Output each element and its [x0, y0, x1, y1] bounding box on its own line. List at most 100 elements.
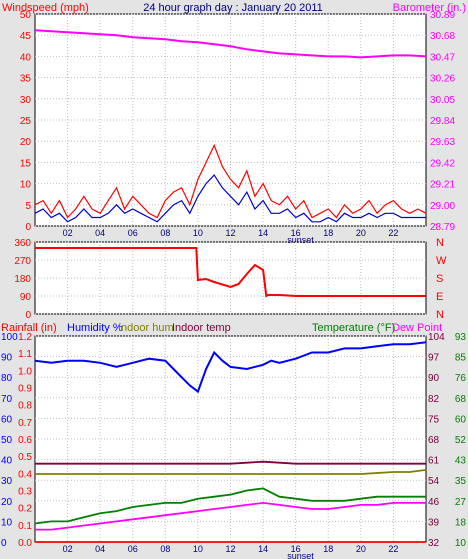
- panel1-x-tick: 20: [356, 228, 366, 238]
- series-barometer-line: [34, 29, 427, 59]
- panel3-indoor-temp-tick: 75: [428, 414, 440, 425]
- dew-point-label: Dew Point: [392, 322, 442, 334]
- panel1-x-tick: 02: [63, 228, 73, 238]
- panel3-indoor-temp-tick: 68: [428, 435, 440, 446]
- panel3-temp-tick: 60: [455, 414, 467, 425]
- panel3-x-tick: 22: [388, 544, 398, 554]
- panel1-left-tick: 40: [20, 52, 32, 63]
- panel3-temp-tick: 68: [455, 394, 467, 405]
- panel3-rain-tick: 0.3: [18, 487, 32, 498]
- panel3-temp-tick: 27: [455, 497, 467, 508]
- series-temperature-line: [34, 487, 426, 525]
- panel1-left-tick: 5: [25, 201, 31, 212]
- panel1-right-tick: 30.47: [430, 52, 455, 63]
- panel3-temp-tick: 43: [455, 456, 467, 467]
- panel3-x-tick: 16: [291, 544, 301, 554]
- panel3-indoor-temp-tick: 82: [428, 394, 440, 405]
- panel3-x-tick: 12: [225, 544, 235, 554]
- panel3-indoor-temp-tick: 54: [428, 476, 440, 487]
- panel3-temp-tick: 52: [455, 435, 467, 446]
- panel3-indoor-temp-tick: 90: [428, 373, 440, 384]
- series-indoor-temp-line: [35, 460, 426, 465]
- rainfall-label: Rainfall (in): [1, 322, 57, 334]
- panel1-right-tick: 30.05: [430, 95, 455, 106]
- panel3-humidity-tick: 50: [1, 435, 13, 446]
- panel2-compass-tick: E: [436, 291, 443, 303]
- panel1-left-tick: 0: [25, 222, 31, 233]
- panel3-rain-tick: 0.8: [18, 401, 32, 412]
- panel3-humidity-tick: 60: [1, 414, 13, 425]
- panel1-x-tick: 12: [225, 228, 235, 238]
- panel1-x-tick: 18: [323, 228, 333, 238]
- panel3-indoor-temp-tick: 39: [428, 517, 440, 528]
- series-dew-point-line: [35, 501, 426, 531]
- panel1-right-tick: 30.89: [430, 10, 455, 21]
- panel3-humidity-tick: 20: [1, 497, 13, 508]
- panel1-x-tick: 06: [128, 228, 138, 238]
- panel2-left-tick: 180: [14, 274, 31, 285]
- panel3-humidity-tick: 70: [1, 394, 13, 405]
- panel1-left-tick: 30: [20, 95, 32, 106]
- panel1-x-tick: 10: [193, 228, 203, 238]
- panel3-humidity-tick: 0: [1, 538, 7, 549]
- panel2-compass-tick: S: [436, 273, 443, 285]
- panel1-right-tick: 28.79: [430, 222, 455, 233]
- panel3-indoor-temp-tick: 61: [428, 456, 440, 467]
- series-indoor-hum-line: [35, 469, 427, 475]
- panel3-humidity-tick: 100: [1, 332, 18, 343]
- panel3-temp-tick: 35: [455, 476, 467, 487]
- panel1-x-tick: 14: [258, 228, 268, 238]
- series-wind-direction-line: [35, 247, 426, 298]
- panel1-right-tick: 29.84: [430, 116, 455, 127]
- panel3-indoor-temp-tick: 104: [428, 332, 445, 343]
- panel3-x-tick: 08: [160, 544, 170, 554]
- panel3-humidity-tick: 90: [1, 353, 13, 364]
- panel3-x-tick: 14: [258, 544, 268, 554]
- panel3-x-tick: 04: [95, 544, 105, 554]
- panel1-left-tick: 15: [20, 158, 32, 169]
- panel3-humidity-tick: 80: [1, 373, 13, 384]
- panel3-indoor-temp-tick: 46: [428, 497, 440, 508]
- panel1-right-tick: 30.68: [430, 31, 455, 42]
- panel1-right-tick: 29.42: [430, 158, 455, 169]
- panel3-rain-tick: 1.2: [18, 332, 32, 343]
- series-humidity-line: [34, 341, 427, 394]
- panel3-rain-tick: 1.1: [18, 349, 32, 360]
- panel2-compass-tick: N: [436, 237, 444, 249]
- panel1-left-tick: 10: [20, 180, 32, 191]
- panel3-rain-tick: 0.4: [18, 469, 32, 480]
- panel2-compass-tick: W: [436, 255, 447, 267]
- indoor-hum-label: Indoor hum: [118, 322, 174, 334]
- panel3-temp-tick: 18: [455, 517, 467, 528]
- series-wind-gust-line: [34, 143, 427, 219]
- panel3-rain-tick: 0.0: [18, 538, 32, 549]
- panel3-humidity-tick: 40: [1, 456, 13, 467]
- panel3-indoor-temp-tick: 32: [428, 538, 440, 549]
- panel2-left-tick: 90: [20, 292, 32, 303]
- panel3-indoor-temp-tick: 97: [428, 353, 440, 364]
- panel3-x-tick: 06: [128, 544, 138, 554]
- panel1-right-tick: 29.00: [430, 201, 455, 212]
- panel1-left-tick: 50: [20, 10, 32, 21]
- panel1-left-tick: 25: [20, 116, 32, 127]
- panel3-x-tick: 18: [323, 544, 333, 554]
- panel3-temp-tick: 85: [455, 353, 467, 364]
- panel1-right-tick: 30.26: [430, 74, 455, 85]
- temperature-label: Temperature (°F): [312, 322, 395, 334]
- panel3-temp-tick: 10: [455, 538, 467, 549]
- chart-title: 24 hour graph day : January 20 2011: [143, 2, 323, 14]
- panel3-rain-tick: 0.9: [18, 384, 32, 395]
- panel3-rain-tick: 0.6: [18, 435, 32, 446]
- panel3-rain-tick: 0.1: [18, 521, 32, 532]
- panel3-sunset-label: sunset: [287, 551, 314, 559]
- panel1-x-tick: 08: [160, 228, 170, 238]
- panel3-rain-tick: 1.0: [18, 366, 32, 377]
- panel1-x-tick: 22: [388, 228, 398, 238]
- panel1-right-tick: 29.63: [430, 137, 455, 148]
- panel3-x-tick: 02: [63, 544, 73, 554]
- panel1-x-tick: 16: [291, 228, 301, 238]
- panel1-right-tick: 29.21: [430, 180, 455, 191]
- panel3-x-tick: 20: [356, 544, 366, 554]
